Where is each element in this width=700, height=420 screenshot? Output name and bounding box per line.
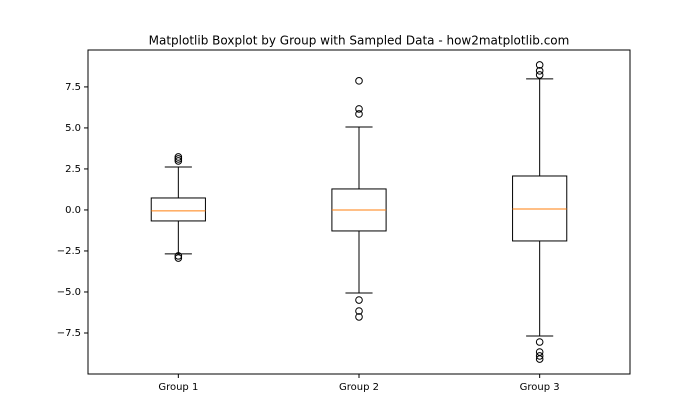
flier [355,307,363,315]
y-tick-label: −7.5 [57,328,81,339]
flier [355,105,363,113]
flier [355,77,363,85]
flier [174,157,183,165]
flier [535,67,544,75]
x-tick-label: Group 2 [339,382,379,393]
y-tick-label: 2.5 [65,164,81,175]
x-tick-label: Group 1 [158,382,198,393]
flier [174,252,183,260]
flier [535,355,544,363]
flier [355,296,363,304]
flier [535,61,544,69]
flier [355,110,363,118]
y-tick-label: 7.5 [65,82,81,93]
flier [535,352,544,360]
y-tick-label: 0.0 [65,205,81,216]
box [150,197,206,222]
plot-frame [87,49,631,375]
y-tick-label: −5.0 [57,287,81,298]
flier [174,155,183,163]
flier [535,338,544,346]
flier [535,71,544,79]
flier [174,254,183,262]
x-tick-label: Group 3 [520,382,560,393]
flier [174,153,183,161]
y-tick-label: −2.5 [57,246,81,257]
y-tick-label: 5.0 [65,123,81,134]
chart-title: Matplotlib Boxplot by Group with Sampled… [149,34,570,48]
flier [355,313,363,321]
